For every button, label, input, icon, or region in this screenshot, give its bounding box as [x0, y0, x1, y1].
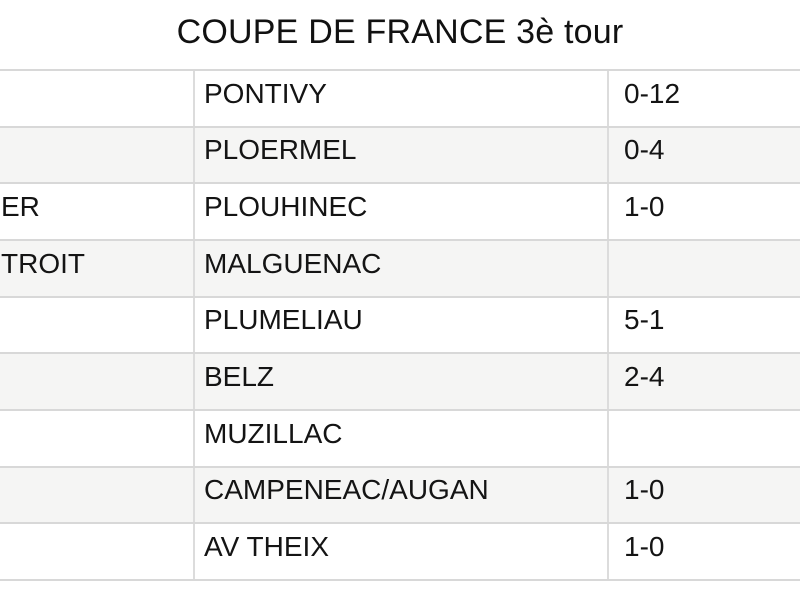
page-title: COUPE DE FRANCE 3è tour [176, 13, 624, 51]
away-team-cell: MUZILLAC [195, 410, 609, 466]
home-team-cell: TROIT [0, 240, 195, 296]
away-team-text: BELZ [204, 361, 275, 393]
away-team-cell: CAMPENEAC/AUGAN [195, 467, 609, 523]
away-team-cell: PLOUHINEC [195, 184, 609, 239]
home-team-cell [0, 297, 195, 353]
away-team-cell: MALGUENAC [195, 240, 609, 296]
home-team-cell [0, 524, 195, 579]
away-team-text: PONTIVY [204, 77, 327, 109]
home-team-cell [0, 410, 195, 466]
away-team-text: AV THEIX [204, 531, 330, 563]
score-cell: 5-1 [609, 298, 800, 353]
away-team-cell: PLOERMEL [195, 127, 609, 183]
away-team-text: MUZILLAC [204, 417, 343, 449]
away-team-text: MALGUENAC [204, 247, 382, 279]
away-team-text: PLOUHINEC [204, 191, 368, 223]
away-team-cell: BELZ [195, 354, 609, 409]
table-row: PLOERMEL 0-4 [0, 127, 800, 185]
home-team-text: ER [1, 191, 40, 223]
away-team-text: PLUMELIAU [204, 304, 363, 336]
away-team-cell: PLUMELIAU [195, 297, 609, 353]
score-cell: 1-0 [609, 184, 800, 239]
score-cell: 1-0 [609, 524, 800, 579]
table-row: PONTIVY 0-12 [0, 71, 800, 128]
table-row: TROIT MALGUENAC [0, 240, 800, 298]
score-cell: 0-4 [609, 128, 800, 183]
score-text: 1-0 [624, 531, 665, 563]
home-team-cell: ER [0, 184, 195, 239]
away-team-cell: PONTIVY [195, 71, 609, 126]
score-text: 0-12 [624, 77, 681, 109]
home-team-cell [0, 71, 195, 126]
home-team-cell [0, 354, 195, 409]
score-text: 2-4 [624, 361, 665, 393]
score-cell: 1-0 [609, 468, 800, 523]
score-text: 1-0 [624, 191, 665, 223]
away-team-text: PLOERMEL [204, 134, 357, 166]
table-row: ER PLOUHINEC 1-0 [0, 184, 800, 241]
score-cell [609, 411, 800, 466]
home-team-cell [0, 467, 195, 523]
score-text: 0-4 [624, 134, 665, 166]
score-cell: 0-12 [609, 71, 800, 126]
away-team-cell: AV THEIX [195, 524, 609, 579]
table-row: MUZILLAC [0, 410, 800, 468]
home-team-text: TROIT [1, 247, 85, 279]
score-cell: 2-4 [609, 354, 800, 409]
score-text: 1-0 [624, 474, 665, 506]
table-row: BELZ 2-4 [0, 354, 800, 411]
table-row: PLUMELIAU 5-1 [0, 297, 800, 355]
table-row: AV THEIX 1-0 [0, 524, 800, 581]
score-text: 5-1 [624, 304, 665, 336]
away-team-text: CAMPENEAC/AUGAN [204, 474, 489, 506]
results-table: PONTIVY 0-12 PLOERMEL 0-4 ER PLOUHINEC 1… [0, 69, 800, 581]
score-cell [609, 241, 800, 296]
home-team-cell [0, 127, 195, 183]
table-row: CAMPENEAC/AUGAN 1-0 [0, 467, 800, 525]
